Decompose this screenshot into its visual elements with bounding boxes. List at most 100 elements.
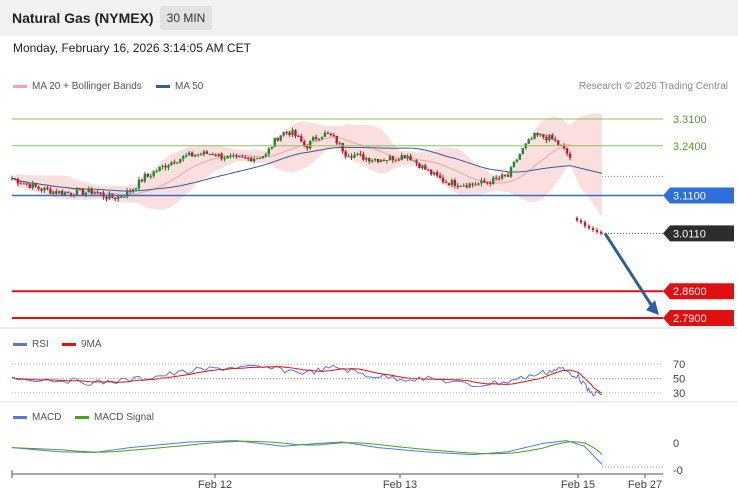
candle-body [176, 162, 179, 164]
legend-label: MACD Signal [94, 412, 155, 423]
candle-body [562, 145, 566, 149]
candle-body [583, 222, 587, 227]
candle-body [536, 132, 539, 136]
candle-body [152, 171, 155, 177]
candle-body [359, 153, 362, 155]
candle-body [161, 165, 164, 167]
candle-body [249, 158, 253, 162]
candle-body [506, 175, 510, 177]
candle-body [84, 192, 88, 195]
candle-body [551, 135, 554, 140]
candle-body [459, 185, 462, 187]
candle-body [376, 159, 380, 163]
candle-body [140, 179, 144, 182]
candle-body [521, 148, 524, 155]
candle-body [16, 179, 20, 184]
legend-macd-signal: MACD Signal [75, 412, 154, 423]
candle-body [341, 142, 344, 152]
candle-body [456, 185, 460, 187]
candle-body [173, 162, 176, 164]
candle-body [317, 138, 321, 140]
x-tick-label: Feb 15 [561, 479, 595, 491]
candle-body [261, 156, 265, 159]
candle-body [241, 156, 244, 158]
legend-label: MACD [32, 412, 62, 423]
candle-body [282, 132, 285, 136]
resistance-label: 3.2400 [673, 141, 707, 153]
support-label: 2.8600 [673, 286, 707, 298]
candle-body [497, 178, 501, 180]
resistance-label: 3.3100 [673, 114, 707, 126]
candle-body [270, 146, 274, 149]
candle-body [382, 159, 386, 161]
candle-body [335, 135, 338, 144]
candle-body [125, 190, 129, 197]
candle-body [187, 152, 191, 156]
candle-body [244, 157, 247, 159]
candle-body [548, 135, 551, 141]
candle-body [300, 136, 303, 142]
candle-body [512, 161, 516, 168]
macd-swatch [13, 416, 27, 419]
candle-body [208, 153, 212, 155]
ma9-swatch [62, 343, 76, 346]
candle-body [170, 162, 173, 166]
candle-body [468, 183, 471, 188]
candle-body [444, 182, 448, 184]
candle-body [297, 136, 300, 138]
candle-body [99, 192, 102, 194]
candle-body [527, 139, 530, 144]
candle-body [40, 188, 43, 191]
bollinger-swatch [13, 85, 27, 88]
timeframe-button[interactable]: 30 MIN [160, 6, 212, 30]
candle-body [391, 156, 395, 161]
candle-body [114, 197, 117, 200]
candle-body [556, 140, 560, 145]
candle-body [427, 169, 430, 171]
candle-body [338, 142, 341, 144]
candle-body [486, 182, 489, 184]
timestamp: Monday, February 16, 2026 3:14:05 AM CET [13, 41, 251, 55]
candle-body [137, 179, 141, 189]
candle-body [353, 154, 356, 158]
research-credit: Research © 2026 Trading Central [578, 81, 728, 92]
candle-body [279, 135, 282, 141]
candle-body [447, 183, 451, 186]
candle-body [291, 130, 294, 136]
candle-body [182, 156, 185, 159]
rsi-tick-label: 70 [673, 359, 685, 371]
candle-body [489, 182, 492, 184]
candle-body [314, 137, 318, 140]
candle-body [167, 165, 170, 168]
legend-label: 9MA [81, 339, 102, 350]
candle-body [49, 189, 52, 194]
candle-body [122, 196, 126, 198]
macd-signal-swatch [75, 416, 89, 419]
candle-body [34, 183, 37, 187]
candle-body [518, 154, 522, 160]
candle-body [229, 155, 232, 157]
candle-body [134, 188, 138, 190]
candle-body [252, 158, 256, 162]
candle-body [190, 152, 194, 157]
candle-body [235, 155, 238, 157]
candle-body [93, 192, 96, 194]
candle-body [311, 137, 315, 141]
candle-body [565, 148, 569, 154]
legend-bollinger: MA 20 + Bollinger Bands [13, 81, 142, 92]
candle-body [96, 192, 99, 194]
candle-body [214, 155, 217, 157]
candle-body [149, 176, 152, 178]
candle-body [255, 157, 259, 159]
candle-body [246, 157, 250, 159]
support-tag [663, 283, 734, 300]
candle-body [128, 190, 132, 192]
instrument-title: Natural Gas (NYMEX) [12, 10, 154, 26]
candle-body [568, 153, 572, 158]
candle-body [60, 190, 64, 195]
candle-body [400, 155, 403, 161]
legend-rsi: RSI [13, 339, 49, 350]
candle-body [46, 187, 49, 190]
candle-body [117, 196, 120, 200]
candle-body [258, 157, 262, 159]
